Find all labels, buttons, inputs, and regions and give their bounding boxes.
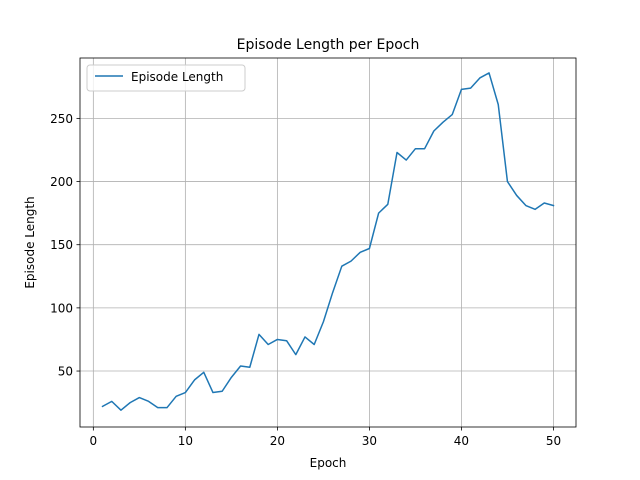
y-tick-label: 100 [50,301,73,315]
axis-ticks: 0 10 20 30 40 50 50 100 150 200 250 [50,112,561,448]
x-tick-label: 40 [454,434,469,448]
y-tick-label: 150 [50,238,73,252]
y-axis-label: Episode Length [23,196,37,288]
y-tick-label: 250 [50,112,73,126]
legend-label: Episode Length [131,70,223,84]
series-line-episode-length [101,72,555,411]
plot-area-frame [79,57,577,428]
grid-lines [80,58,576,427]
legend-box [86,64,246,92]
chart-title: Episode Length per Epoch [237,37,420,53]
x-tick-label: 20 [270,434,285,448]
series-layer [101,72,555,411]
legend: Episode Length [86,64,246,92]
x-tick-label: 50 [546,434,561,448]
x-axis-label: Epoch [310,456,347,470]
x-tick-label: 30 [362,434,377,448]
x-tick-label: 10 [178,434,193,448]
x-tick-label: 0 [90,434,98,448]
y-tick-label: 50 [58,365,73,379]
y-tick-label: 200 [50,175,73,189]
